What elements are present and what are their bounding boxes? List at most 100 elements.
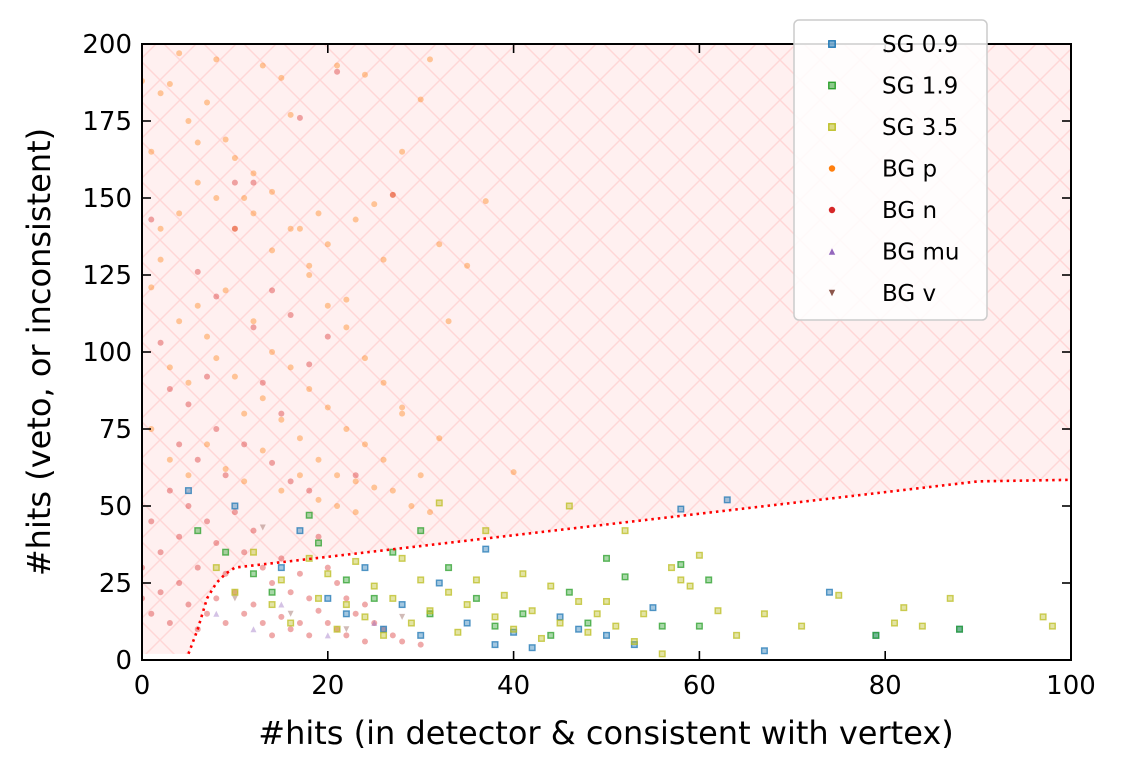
data-point (352, 216, 359, 223)
data-point (296, 225, 303, 232)
data-point (482, 198, 489, 205)
data-point (268, 601, 276, 609)
y-tick-label: 175 (82, 107, 132, 137)
data-point (166, 487, 173, 494)
data-point (343, 324, 350, 331)
data-point (287, 111, 294, 118)
data-point (519, 610, 527, 618)
data-point (399, 148, 406, 155)
data-point (324, 302, 331, 309)
data-point (278, 74, 285, 81)
data-point (334, 472, 341, 479)
data-point (946, 594, 954, 602)
data-point (296, 527, 304, 535)
data-point (148, 518, 155, 525)
data-point (324, 594, 332, 602)
data-point (315, 210, 322, 217)
data-point (343, 632, 350, 639)
data-point (259, 395, 266, 402)
data-point (315, 539, 323, 547)
data-point (593, 610, 601, 618)
data-point (259, 564, 266, 571)
cut-line (187, 478, 1071, 655)
data-point (621, 527, 629, 535)
data-point (389, 191, 396, 198)
data-point (166, 385, 173, 392)
data-point (371, 620, 378, 627)
data-point (231, 509, 238, 516)
data-point (371, 620, 378, 627)
data-point (454, 628, 462, 636)
data-point (194, 302, 201, 309)
data-point (463, 601, 471, 609)
data-point (723, 496, 731, 504)
data-point (528, 644, 536, 652)
data-point (370, 582, 378, 590)
data-point (482, 545, 490, 553)
data-point (389, 191, 396, 198)
data-point (417, 527, 425, 535)
legend-label: BG mu (882, 240, 960, 266)
data-point (157, 339, 164, 346)
data-point (334, 580, 341, 586)
data-point (296, 620, 303, 627)
data-point (213, 426, 220, 432)
data-point (584, 628, 592, 636)
data-point (213, 595, 220, 602)
data-point (315, 456, 322, 463)
data-point (287, 364, 294, 371)
y-tick-label: 150 (82, 184, 132, 214)
data-point (547, 582, 555, 590)
x-tick-label: 0 (134, 671, 151, 701)
data-point (259, 379, 266, 386)
data-point (157, 256, 164, 263)
data-point (575, 625, 583, 633)
data-point (278, 410, 285, 417)
data-point (900, 604, 908, 612)
data-point (342, 576, 350, 584)
data-point (389, 487, 396, 494)
data-point (166, 620, 173, 627)
data-point (306, 361, 313, 368)
data-point (157, 589, 164, 596)
data-point (389, 632, 396, 639)
data-point (277, 576, 285, 584)
data-point (361, 441, 368, 448)
data-point (556, 619, 564, 627)
data-point (445, 318, 452, 325)
data-point (204, 441, 211, 448)
data-point (157, 549, 164, 556)
data-point (287, 312, 294, 319)
data-point (269, 459, 276, 466)
data-point (204, 333, 211, 340)
legend-marker (828, 206, 836, 214)
data-point (547, 631, 555, 639)
data-point (408, 503, 415, 509)
data-point (231, 179, 238, 186)
data-point (677, 576, 685, 584)
data-point (185, 503, 192, 509)
data-point (166, 456, 173, 463)
data-point (176, 318, 183, 325)
data-point (399, 613, 406, 620)
data-point (213, 610, 220, 617)
data-point (278, 613, 285, 620)
data-point (315, 496, 322, 503)
data-point (213, 195, 220, 201)
data-point (166, 364, 173, 371)
data-point (204, 610, 211, 617)
series-bg-n (142, 68, 424, 648)
data-point (185, 118, 192, 124)
data-point (204, 373, 211, 380)
data-point (361, 601, 368, 608)
data-point (445, 564, 453, 572)
data-point (315, 533, 322, 540)
data-point (528, 607, 536, 615)
x-tick-label: 100 (1046, 671, 1096, 701)
y-axis-label: #hits (veto, or inconsistent) (20, 128, 58, 576)
legend-box (793, 19, 988, 321)
x-tick-label: 40 (497, 671, 530, 701)
data-point (324, 241, 331, 248)
legend-marker (828, 81, 836, 90)
data-point (352, 509, 359, 516)
